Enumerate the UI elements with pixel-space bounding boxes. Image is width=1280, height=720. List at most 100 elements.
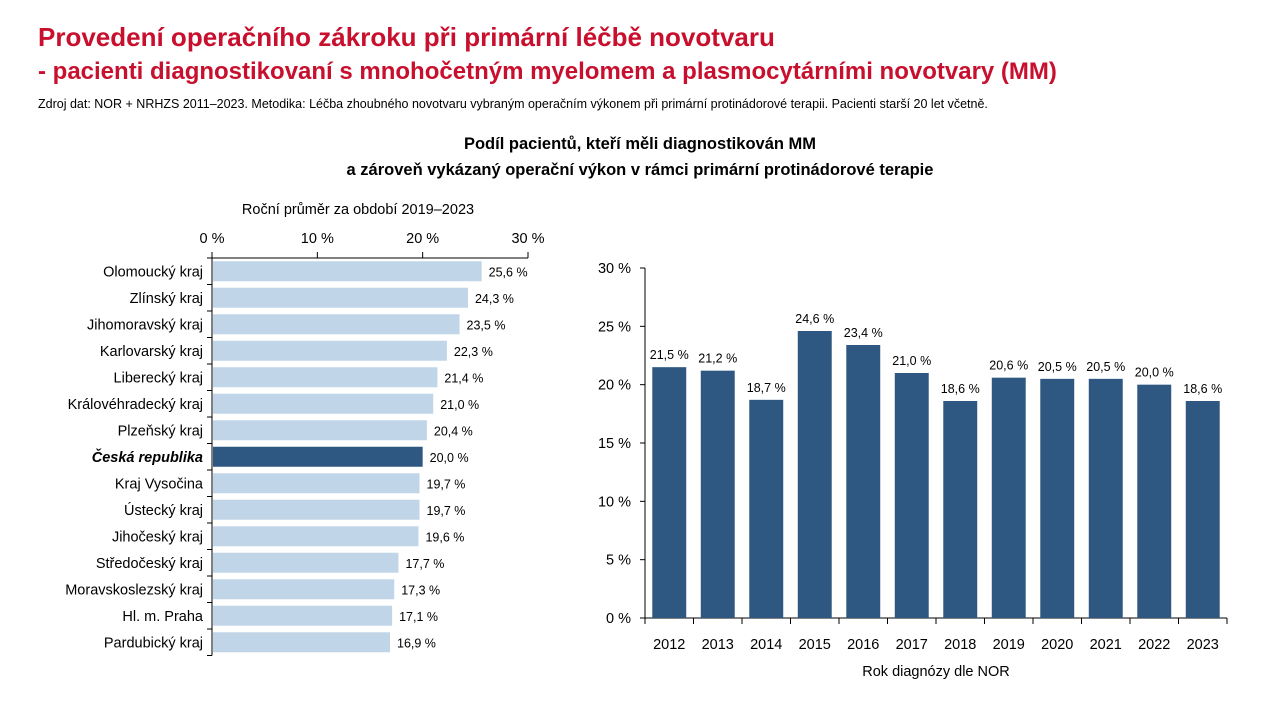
- region-value-label: 20,0 %: [430, 451, 469, 465]
- yearly-y-tick-label: 5 %: [606, 553, 631, 569]
- year-value-label: 18,7 %: [747, 381, 786, 395]
- region-value-label: 16,9 %: [397, 636, 436, 650]
- regional-tick-label: 30 %: [511, 231, 544, 247]
- year-value-label: 24,6 %: [795, 312, 834, 326]
- region-value-label: 17,3 %: [401, 583, 440, 597]
- region-label: Plzeňský kraj: [118, 423, 203, 439]
- yearly-y-tick-label: 10 %: [598, 494, 631, 510]
- regional-bar-chart: Roční průměr za období 2019–2023 0 % 10 % 2…: [65, 202, 545, 656]
- region-value-label: 22,3 %: [454, 345, 493, 359]
- yearly-x-axis-title: Rok diagnózy dle NOR: [862, 664, 1010, 680]
- region-label: Karlovarský kraj: [100, 344, 203, 360]
- region-bar: [213, 340, 447, 361]
- page-title: Provedení operačního zákroku při primárn…: [38, 22, 775, 52]
- region-label: Jihomoravský kraj: [87, 317, 203, 333]
- year-label: 2014: [750, 637, 782, 653]
- year-value-label: 21,0 %: [892, 354, 931, 368]
- year-label: 2019: [993, 637, 1025, 653]
- year-bar: [700, 370, 735, 618]
- year-value-label: 21,5 %: [650, 348, 689, 362]
- year-bar: [846, 345, 881, 618]
- page-subtitle: - pacienti diagnostikovaní s mnohočetným…: [38, 58, 1057, 85]
- year-label: 2021: [1090, 637, 1122, 653]
- yearly-bar-chart: 0 % 5 % 10 % 15 % 20 % 25 % 30 % 21,5 % 2012 21,2…: [598, 261, 1228, 680]
- region-bar: [213, 446, 423, 467]
- region-value-label: 17,1 %: [399, 610, 438, 624]
- region-value-label: 24,3 %: [475, 292, 514, 306]
- region-value-label: 25,6 %: [489, 265, 528, 279]
- region-label: Liberecký kraj: [114, 370, 203, 386]
- regional-tick-label: 0 %: [200, 231, 225, 247]
- chart-title-line2: a zároveň vykázaný operační výkon v rámc…: [346, 161, 934, 179]
- region-value-label: 19,7 %: [427, 477, 466, 491]
- year-bar: [1088, 378, 1123, 618]
- year-label: 2022: [1138, 637, 1170, 653]
- yearly-y-tick-label: 0 %: [606, 611, 631, 627]
- region-label: Česká republika: [92, 448, 203, 466]
- region-bar: [213, 367, 438, 388]
- yearly-y-tick-label: 20 %: [598, 378, 631, 394]
- region-bar: [213, 499, 420, 520]
- region-bar: [213, 473, 420, 494]
- year-label: 2017: [896, 637, 928, 653]
- region-value-label: 23,5 %: [467, 318, 506, 332]
- region-value-label: 20,4 %: [434, 424, 473, 438]
- region-label: Kraj Vysočina: [115, 476, 204, 492]
- year-bar: [749, 399, 784, 618]
- year-value-label: 18,6 %: [1183, 382, 1222, 396]
- region-label: Moravskoslezský kraj: [65, 582, 203, 598]
- year-bar: [894, 373, 929, 618]
- year-value-label: 18,6 %: [941, 382, 980, 396]
- year-bar: [991, 377, 1026, 618]
- region-value-label: 21,4 %: [444, 371, 483, 385]
- year-label: 2015: [799, 637, 831, 653]
- region-label: Ústecký kraj: [124, 502, 203, 519]
- regional-tick-label: 10 %: [301, 231, 334, 247]
- year-value-label: 20,5 %: [1038, 360, 1077, 374]
- region-label: Hl. m. Praha: [122, 609, 204, 625]
- region-bar: [213, 314, 460, 335]
- region-value-label: 21,0 %: [440, 398, 479, 412]
- year-value-label: 21,2 %: [698, 352, 737, 366]
- region-bar: [213, 526, 419, 547]
- region-label: Jihočeský kraj: [112, 529, 203, 545]
- year-label: 2020: [1041, 637, 1073, 653]
- region-label: Zlínský kraj: [130, 291, 203, 307]
- year-label: 2023: [1187, 637, 1219, 653]
- chart-title-line1: Podíl pacientů, kteří měli diagnostiková…: [463, 135, 817, 153]
- year-value-label: 23,4 %: [844, 326, 883, 340]
- region-bar: [213, 552, 399, 573]
- yearly-y-tick-label: 25 %: [598, 319, 631, 335]
- region-bar: [213, 393, 434, 414]
- data-source-note: Zdroj dat: NOR + NRHZS 2011–2023. Metodi…: [38, 97, 988, 111]
- year-bar: [652, 367, 687, 618]
- region-value-label: 19,6 %: [425, 530, 464, 544]
- region-label: Olomoucký kraj: [103, 264, 203, 280]
- region-value-label: 19,7 %: [427, 504, 466, 518]
- year-bar: [1137, 384, 1172, 618]
- region-bar: [213, 420, 427, 441]
- yearly-y-tick-label: 30 %: [598, 261, 631, 277]
- region-label: Středočeský kraj: [96, 556, 203, 572]
- year-value-label: 20,5 %: [1086, 360, 1125, 374]
- region-bar: [213, 632, 391, 653]
- year-label: 2016: [847, 637, 879, 653]
- region-label: Královéhradecký kraj: [68, 397, 203, 413]
- region-bar: [213, 605, 393, 626]
- regional-axis-title: Roční průměr za období 2019–2023: [242, 202, 474, 218]
- region-bar: [213, 579, 395, 600]
- region-bar: [213, 261, 482, 282]
- year-bar: [797, 331, 832, 618]
- region-label: Pardubický kraj: [104, 635, 203, 651]
- yearly-y-tick-label: 15 %: [598, 436, 631, 452]
- year-bar: [1185, 401, 1220, 618]
- regional-tick-label: 20 %: [406, 231, 439, 247]
- year-label: 2012: [653, 637, 685, 653]
- year-label: 2013: [702, 637, 734, 653]
- year-bar: [943, 401, 978, 618]
- region-bar: [213, 287, 468, 308]
- year-label: 2018: [944, 637, 976, 653]
- year-bar: [1040, 378, 1075, 618]
- year-value-label: 20,0 %: [1135, 366, 1174, 380]
